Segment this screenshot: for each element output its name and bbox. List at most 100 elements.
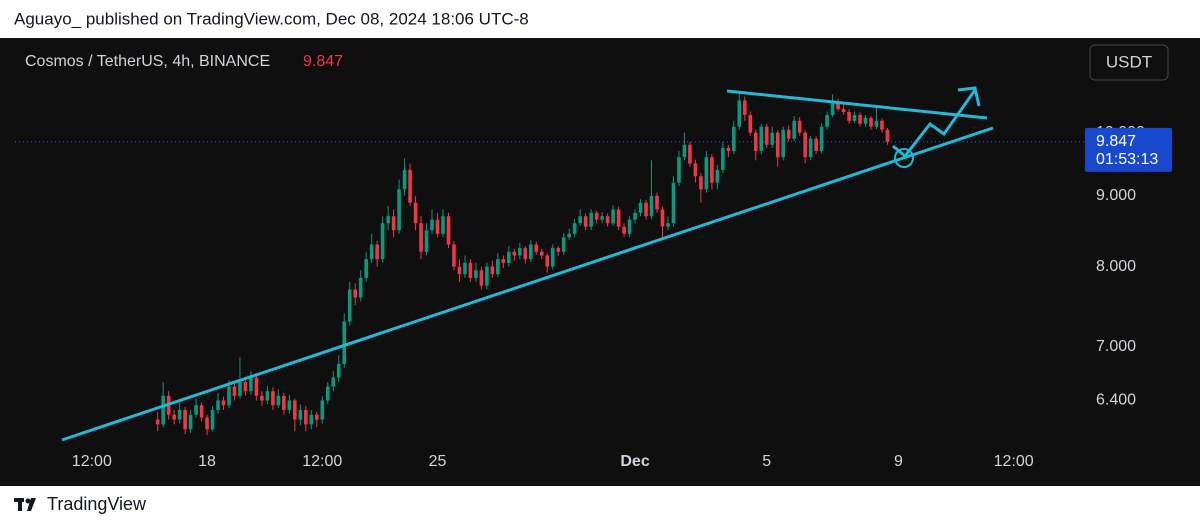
candle-body xyxy=(682,144,687,158)
candle-body xyxy=(781,129,786,158)
symbol-legend: Cosmos / TetherUS, 4h, BINANCE xyxy=(25,53,270,70)
candle-body xyxy=(342,321,347,365)
candle-body xyxy=(660,209,665,227)
candle-body xyxy=(490,266,495,275)
y-tick-label: 9.000 xyxy=(1096,187,1136,204)
header-text: Aguayo_ published on TradingView.com, De… xyxy=(14,9,529,28)
candle-body xyxy=(276,395,281,406)
footer-brand: TradingView xyxy=(47,494,147,514)
candle-body xyxy=(638,202,643,213)
candle-body xyxy=(863,117,868,124)
candle-body xyxy=(452,244,456,267)
candle-body xyxy=(397,189,401,231)
candle-body xyxy=(869,117,873,127)
candle-body xyxy=(852,114,857,121)
candle-body xyxy=(808,138,813,158)
candle-body xyxy=(485,266,489,286)
candle-body xyxy=(841,109,846,113)
candle-body xyxy=(501,259,506,263)
candle-body xyxy=(331,377,336,387)
candle-body xyxy=(265,391,270,401)
candle-body xyxy=(188,414,193,430)
header-bar xyxy=(0,0,1200,38)
candle-body xyxy=(814,138,818,151)
candle-body xyxy=(419,223,423,252)
candle-body xyxy=(463,262,467,275)
candle-body xyxy=(358,277,363,298)
x-tick-label: 12:00 xyxy=(994,453,1034,470)
candle-body xyxy=(391,216,396,231)
candle-body xyxy=(589,212,593,227)
plot: 6.4007.0008.0009.00010.00012:001812:0025… xyxy=(15,90,1172,470)
candle-body xyxy=(249,377,253,392)
candle-body xyxy=(726,147,731,151)
candle-body xyxy=(693,163,698,177)
candle-body xyxy=(578,216,582,224)
candle-body xyxy=(386,216,390,224)
candle-body xyxy=(616,209,621,227)
candle-body xyxy=(885,129,890,142)
candle-body xyxy=(561,237,566,252)
candle-body xyxy=(770,132,775,145)
candle-body xyxy=(479,270,484,286)
candle-body xyxy=(304,409,308,425)
candle-body xyxy=(507,251,511,263)
candle-body xyxy=(550,248,555,267)
x-tick-label: 5 xyxy=(762,453,771,470)
logo-part xyxy=(27,498,36,511)
x-tick-label: Dec xyxy=(620,453,649,470)
legend-price: 9.847 xyxy=(303,53,343,70)
candle-body xyxy=(732,126,736,151)
candle-body xyxy=(210,409,215,430)
last-price-label: 9.847 xyxy=(1096,133,1136,150)
candle-body xyxy=(183,409,187,430)
candle-body xyxy=(704,157,709,190)
candle-body xyxy=(413,202,418,224)
candle-body xyxy=(819,126,824,151)
candle-body xyxy=(737,100,742,127)
candle-body xyxy=(441,216,445,234)
candle-body xyxy=(710,157,714,183)
candle-body xyxy=(243,382,248,392)
candle-body xyxy=(353,289,358,298)
candle-body xyxy=(847,112,851,121)
currency-label[interactable]: USDT xyxy=(1106,52,1152,71)
candle-body xyxy=(336,364,341,378)
candle-body xyxy=(742,100,747,115)
candle-body xyxy=(232,386,237,396)
candle-body xyxy=(293,400,297,420)
currency-button[interactable] xyxy=(1089,44,1169,81)
candle-body xyxy=(594,212,599,220)
candle-body xyxy=(666,223,670,227)
candle-body xyxy=(221,400,226,406)
logo-part xyxy=(18,498,22,511)
candle-body xyxy=(797,120,802,133)
candle-body xyxy=(172,414,176,420)
candle-body xyxy=(836,103,840,110)
y-tick-label: 6.400 xyxy=(1096,392,1136,409)
projection-arrow xyxy=(892,89,977,159)
candle-body xyxy=(775,132,780,158)
candle-body xyxy=(468,262,473,278)
candle-body xyxy=(402,169,407,190)
candle-body xyxy=(792,120,796,139)
candle-body xyxy=(457,266,462,275)
candle-body xyxy=(534,244,539,252)
resistance-trendline xyxy=(726,89,988,120)
candle-body xyxy=(583,216,588,227)
logo-part xyxy=(25,498,31,504)
countdown-label: 01:53:13 xyxy=(1096,151,1158,168)
candle-body xyxy=(435,219,440,234)
candle-body xyxy=(320,400,325,420)
candle-body xyxy=(227,386,231,406)
candle-body xyxy=(545,255,550,267)
candle-body xyxy=(375,244,379,260)
footer-bar xyxy=(0,486,1200,530)
candle-body xyxy=(216,400,220,410)
candle-body xyxy=(622,226,626,234)
candle-body xyxy=(677,157,681,183)
candle-body xyxy=(199,405,204,418)
candle-body xyxy=(430,219,434,231)
candle-body xyxy=(671,182,676,224)
candle-body xyxy=(748,114,753,133)
